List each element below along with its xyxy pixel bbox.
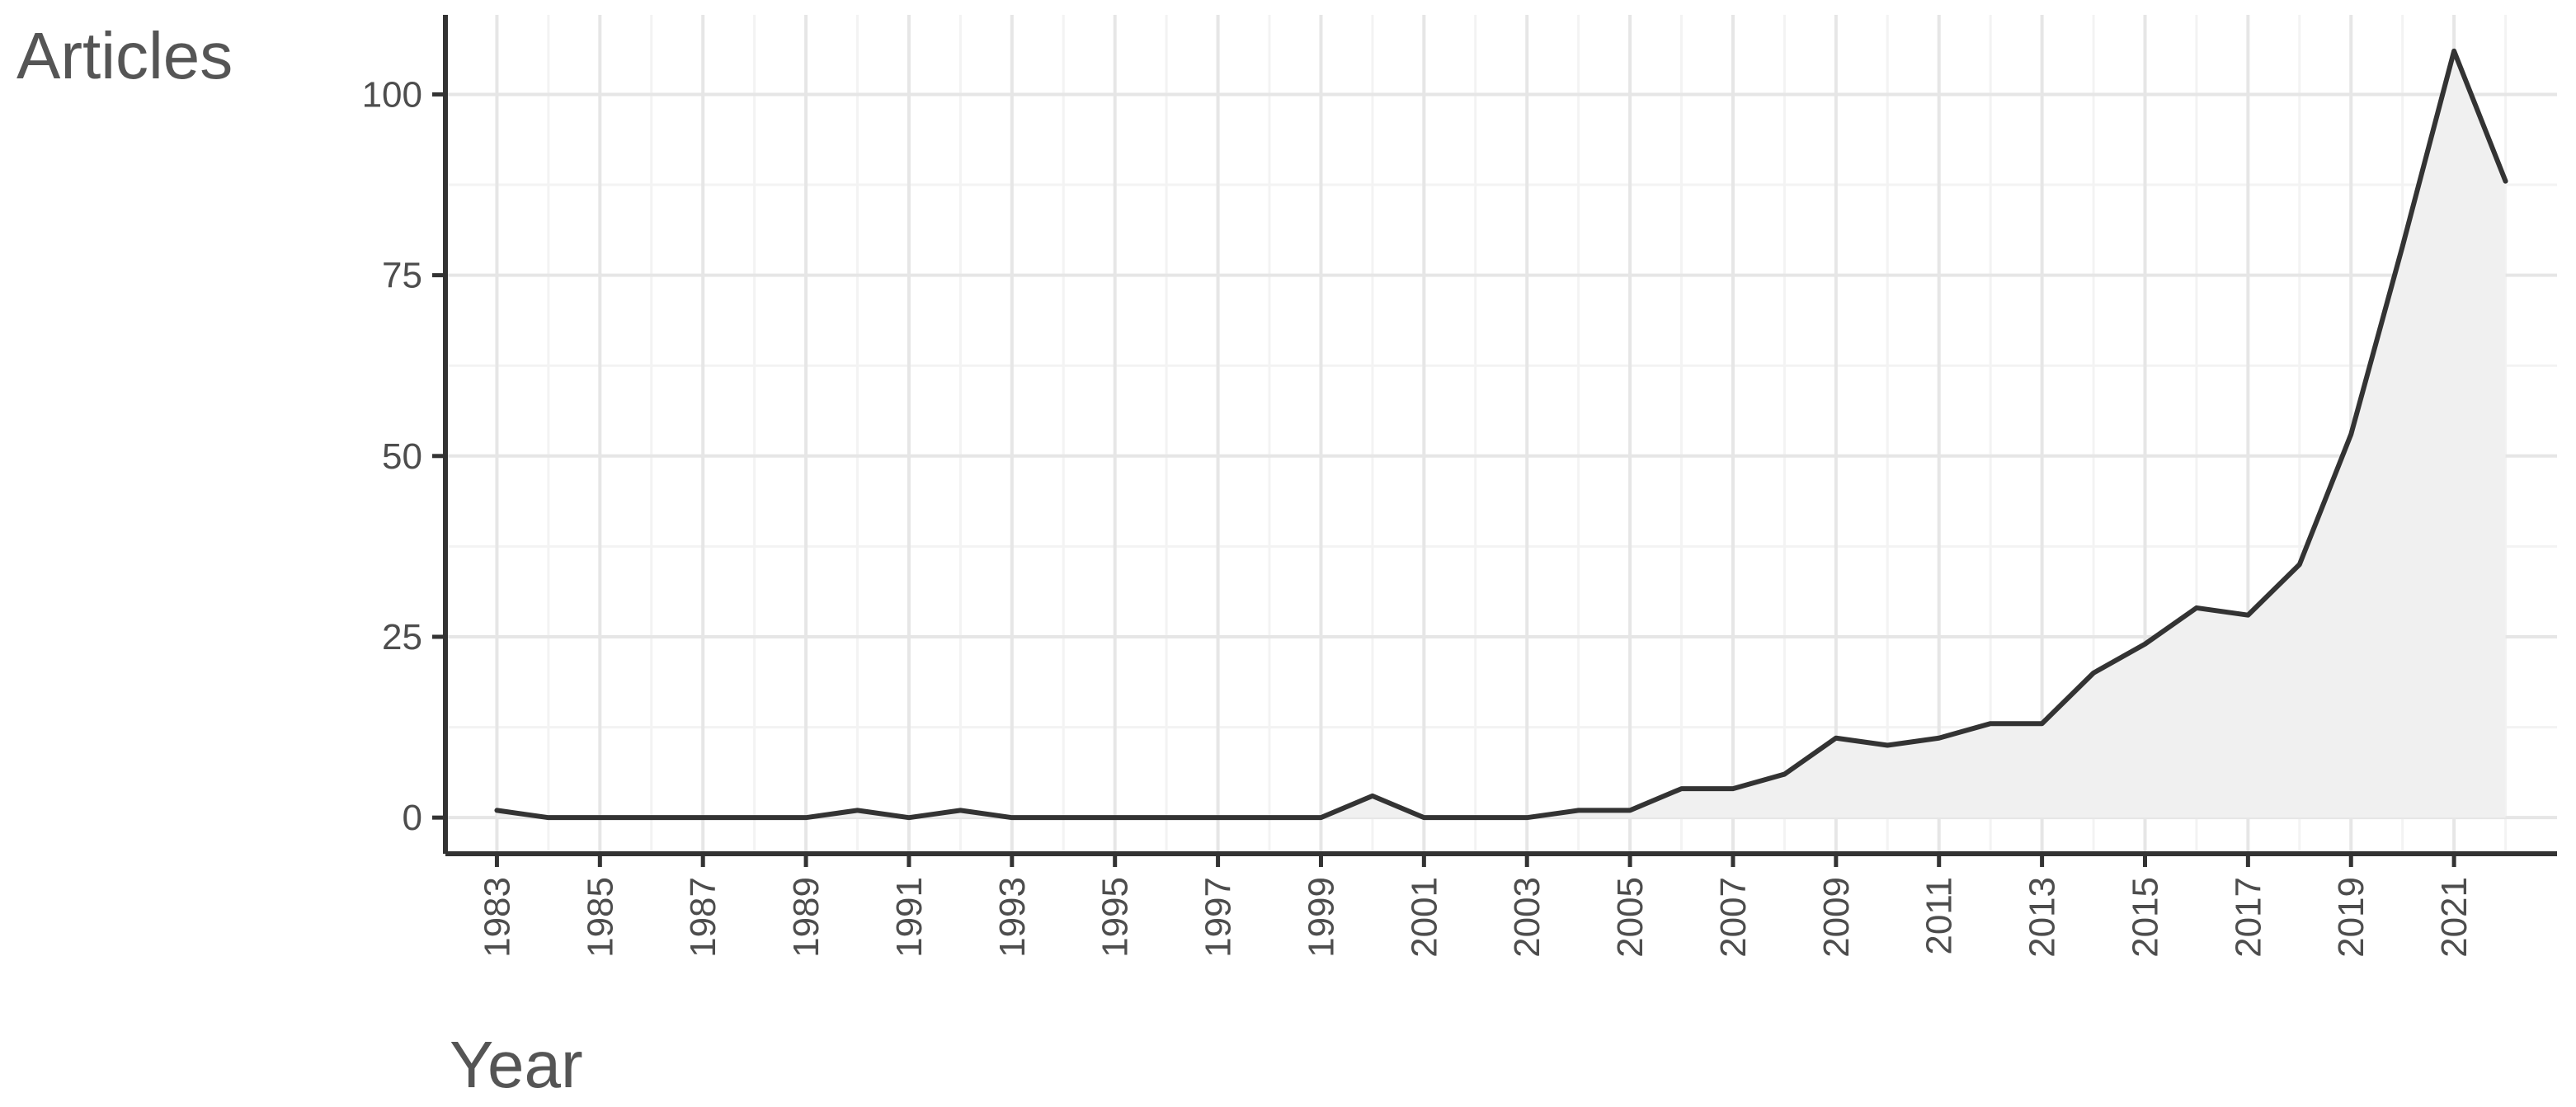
data-point: [2040, 721, 2045, 726]
data-point: [1267, 815, 1272, 820]
x-tick-label: 2001: [1404, 877, 1444, 958]
data-point: [855, 808, 860, 813]
data-point: [2194, 605, 2199, 610]
data-point: [1988, 721, 1993, 726]
data-point: [803, 815, 808, 820]
data-point: [1679, 786, 1684, 791]
x-axis-ticks: 1983 1985 1987 1989 1991 1993 1995 1997 1999 2001…: [477, 854, 2475, 958]
data-point: [1524, 815, 1529, 820]
data-point: [1318, 815, 1323, 820]
x-tick-label: 1997: [1199, 877, 1239, 958]
x-tick-label: 2017: [2228, 877, 2268, 958]
data-point: [649, 815, 654, 820]
y-axis-ticks: 0 25 50 75 100: [362, 74, 445, 838]
x-tick-label: 2013: [2023, 877, 2063, 958]
x-axis-title: Year: [450, 1028, 583, 1101]
data-point: [2348, 432, 2353, 437]
data-point: [752, 815, 757, 820]
data-point: [1010, 815, 1015, 820]
data-point: [700, 815, 705, 820]
x-tick-label: 1991: [889, 877, 930, 958]
x-tick-label: 1999: [1301, 877, 1341, 958]
series-line: [494, 48, 2508, 821]
x-tick-label: 2009: [1816, 877, 1857, 958]
x-tick-label: 1995: [1095, 877, 1136, 958]
x-tick-label: 1993: [992, 877, 1033, 958]
area-layer: [497, 50, 2506, 818]
data-point: [1216, 815, 1221, 820]
line-layer: [494, 48, 2508, 821]
data-point: [2451, 49, 2456, 54]
x-tick-label: 2015: [2125, 877, 2165, 958]
data-point: [1164, 815, 1169, 820]
data-point: [2297, 562, 2302, 567]
y-axis-title: Articles: [16, 19, 233, 92]
data-point: [494, 808, 499, 813]
data-point: [2142, 642, 2147, 647]
data-point: [546, 815, 551, 820]
y-tick-label: 100: [362, 74, 422, 115]
data-point: [958, 808, 963, 813]
data-point: [1731, 786, 1735, 791]
data-point: [907, 815, 911, 820]
y-tick-label: 50: [382, 436, 422, 477]
x-tick-label: 1989: [786, 877, 826, 958]
x-tick-label: 2019: [2331, 877, 2371, 958]
data-point: [1061, 815, 1066, 820]
data-point: [1834, 736, 1839, 741]
data-point: [1885, 742, 1890, 747]
data-point: [1421, 815, 1426, 820]
data-point: [1782, 772, 1787, 777]
x-tick-label: 1987: [683, 877, 723, 958]
y-tick-label: 75: [382, 256, 422, 296]
data-point: [597, 815, 602, 820]
data-point: [1937, 736, 1942, 741]
x-tick-label: 1983: [477, 877, 517, 958]
x-tick-label: 1985: [580, 877, 620, 958]
series-area: [497, 50, 2506, 818]
data-point: [1576, 808, 1581, 813]
axes: [443, 15, 2557, 856]
data-point: [2400, 244, 2405, 249]
x-tick-label: 2011: [1919, 877, 1960, 955]
data-point: [1113, 815, 1118, 820]
x-tick-label: 2007: [1713, 877, 1754, 958]
x-tick-label: 2005: [1610, 877, 1651, 958]
data-point: [1627, 808, 1632, 813]
data-point: [2245, 613, 2250, 618]
y-tick-label: 0: [403, 798, 422, 838]
x-tick-label: 2003: [1507, 877, 1547, 958]
x-tick-label: 2021: [2434, 877, 2475, 958]
data-point: [2503, 179, 2508, 184]
data-point: [1370, 794, 1375, 798]
data-point: [2091, 671, 2096, 676]
data-point: [1473, 815, 1478, 820]
y-tick-label: 25: [382, 617, 422, 657]
